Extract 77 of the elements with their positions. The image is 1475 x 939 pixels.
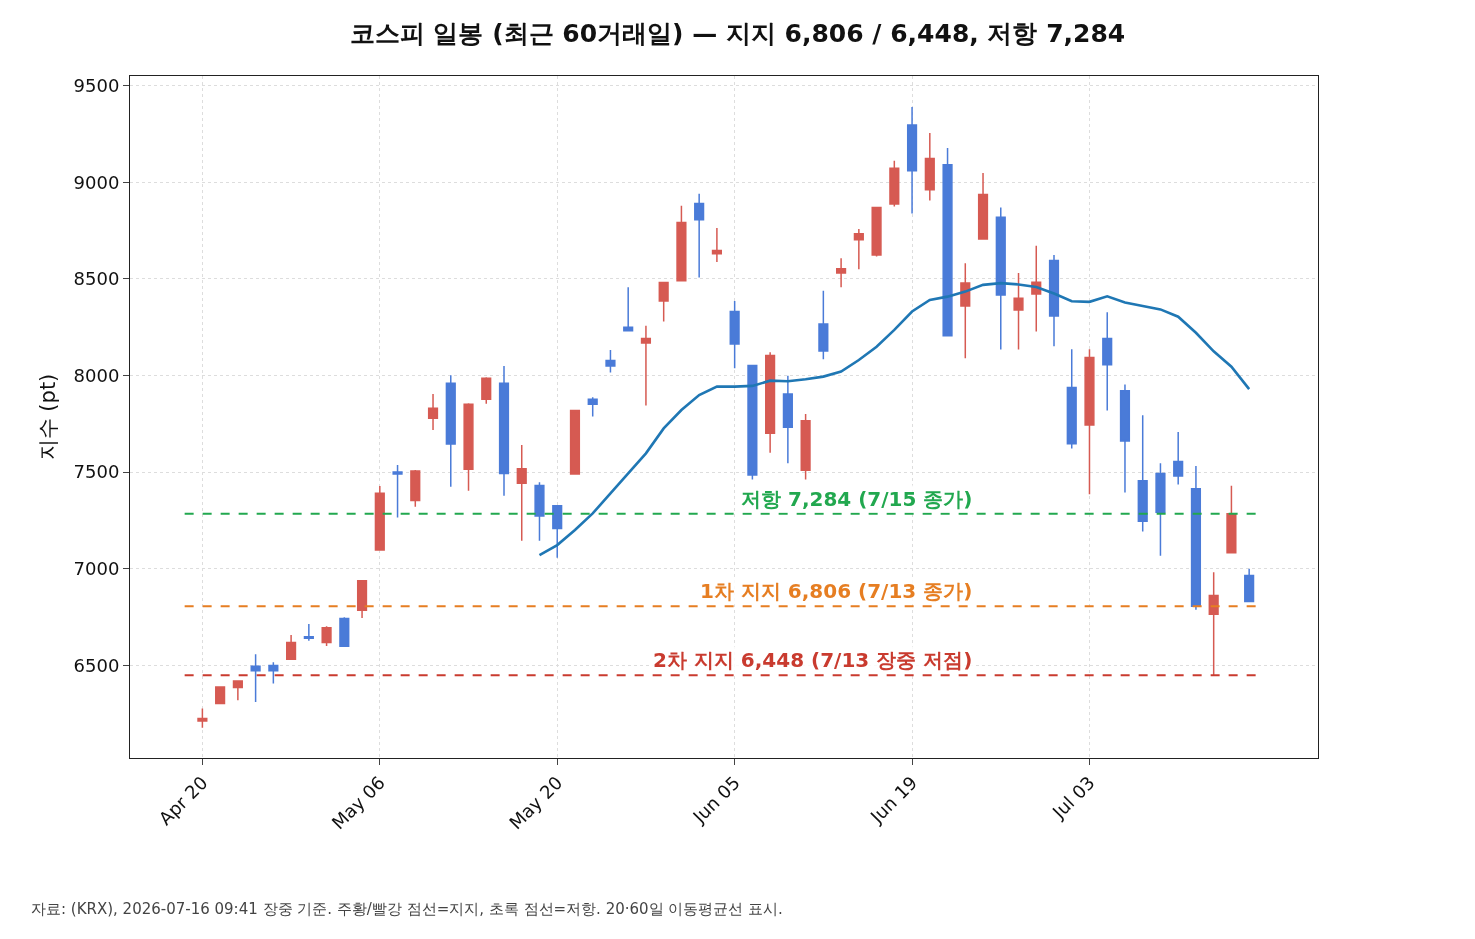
x-tick-label: Apr 20: [154, 771, 212, 830]
candlestick: [481, 376, 492, 405]
candlestick: [995, 206, 1006, 351]
candlestick: [1155, 462, 1166, 557]
ref-line-label: 1차 지지 6,806 (7/13 종가): [700, 579, 973, 603]
candlestick: [552, 504, 563, 559]
ref-line-label: 2차 지지 6,448 (7/13 장중 저점): [653, 648, 973, 672]
candlestick: [427, 393, 439, 431]
candlestick: [782, 375, 793, 465]
candlestick: [1119, 383, 1131, 494]
candlestick: [942, 147, 953, 337]
candlestick: [1190, 465, 1202, 611]
text: 자료: (KRX), 2026-07-16 09:41 장중 기준. 주황/빨강 점선=지지, 초록 점선=저항. 20·60일 이동평균선 표시.: [31, 900, 783, 918]
candlestick: [658, 281, 669, 323]
candlestick: [445, 374, 456, 488]
candlestick: [516, 444, 527, 542]
candlestick: [836, 257, 847, 288]
candlestick: [587, 396, 598, 418]
candlestick: [498, 365, 510, 497]
candlestick: [268, 661, 279, 685]
x-tick-label: Jun 05: [688, 771, 744, 828]
candlestick: [339, 616, 350, 648]
y-tick-label: 9000: [73, 171, 120, 193]
y-tick-label: 6500: [73, 654, 120, 676]
candlestick: [853, 228, 864, 270]
candlestick: [303, 623, 314, 642]
chart-title: 코스피 일봉 (최근 60거래일) — 지지 6,806 / 6,448, 저항 7,284: [349, 18, 1126, 48]
candlestick: [711, 227, 722, 263]
candlestick: [977, 172, 989, 241]
y-tick-label: 8000: [73, 364, 120, 386]
candlestick: [1208, 571, 1219, 677]
candlestick: [694, 193, 705, 279]
candlestick: [1137, 414, 1148, 533]
candlestick: [410, 469, 421, 508]
x-tick-label: Jul 03: [1047, 771, 1099, 824]
candlestick: [871, 206, 882, 258]
x-tick-label: Jun 19: [865, 771, 922, 828]
y-tick-label: 7500: [73, 461, 120, 483]
candlestick: [286, 634, 297, 661]
candlestick: [1013, 272, 1024, 351]
line-series: [538, 281, 1251, 557]
candlestick: [1102, 311, 1113, 412]
candlestick: [534, 481, 545, 542]
candlestick: [906, 106, 918, 215]
candlestick: [1244, 567, 1255, 603]
candlestick: [1084, 348, 1095, 496]
candlestick: [640, 325, 652, 407]
candlestick: [623, 286, 634, 332]
y-axis-title: 지수 (pt): [35, 373, 60, 461]
candlestick: [569, 409, 581, 476]
candlestick: [232, 679, 243, 701]
y-tick-label: 7000: [73, 557, 120, 579]
y-tick-label: 8500: [73, 268, 120, 290]
candlestick: [463, 402, 474, 492]
candlestick: [605, 349, 616, 374]
candlestick: [392, 464, 403, 519]
candlestick: [800, 413, 811, 481]
candlestick: [889, 160, 900, 208]
candlestick: [676, 205, 687, 282]
candlestick: [250, 653, 261, 703]
candlestick: [356, 579, 368, 619]
candlestick: [197, 707, 208, 729]
candlestick: [924, 132, 935, 202]
candlestick: [960, 262, 971, 360]
ref-line-label: 저항 7,284 (7/15 종가): [741, 487, 973, 511]
y-tick-label: 9500: [73, 74, 120, 96]
candlestick: [729, 300, 740, 370]
candlestick: [1226, 485, 1237, 554]
candlestick: [1066, 348, 1077, 450]
candlestick: [747, 364, 758, 481]
candlestick: [321, 625, 332, 647]
candlestick: [1048, 254, 1060, 348]
candlestick: [215, 685, 226, 706]
candlestick: [1173, 431, 1184, 486]
candlestick: [374, 485, 385, 552]
candlestick: [818, 290, 829, 360]
candlestick: [765, 351, 776, 454]
